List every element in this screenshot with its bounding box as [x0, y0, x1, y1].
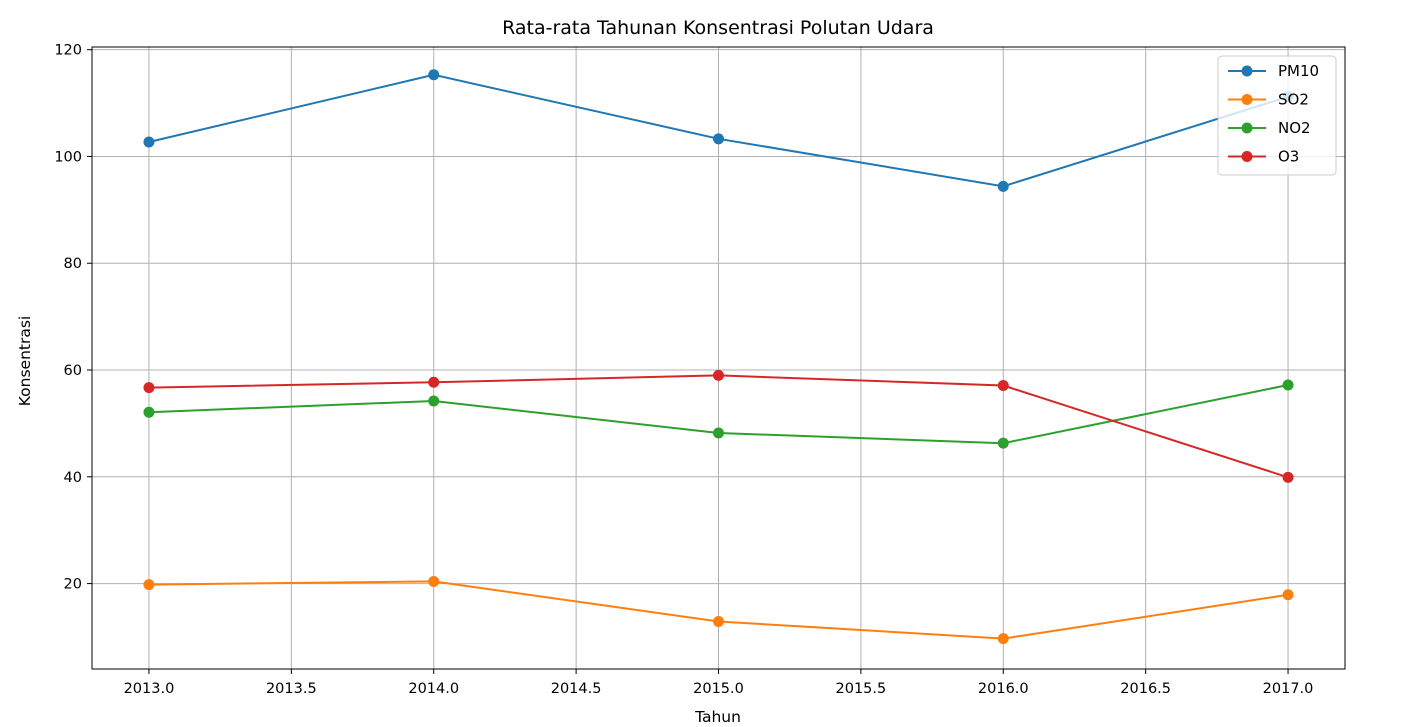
grid: [92, 47, 1345, 669]
x-tick-label: 2015.5: [836, 681, 887, 697]
data-point-no2: [713, 427, 724, 439]
x-tick-label: 2014.0: [408, 681, 459, 697]
x-tick-label: 2015.0: [693, 681, 744, 697]
legend-marker: [1241, 94, 1253, 105]
y-tick-label: 80: [64, 256, 82, 272]
x-tick-label: 2016.0: [978, 681, 1029, 697]
x-tick-label: 2014.5: [551, 681, 602, 697]
x-axis-ticks: 2013.0 2013.5 2014.0 2014.5 2015.0 2015.5 2016…: [124, 669, 1314, 697]
y-axis-ticks: 20 40 60 80 100 120: [54, 43, 92, 593]
data-point-pm10: [997, 180, 1009, 192]
x-axis-label: Tahun: [694, 708, 741, 726]
data-point-so2: [143, 579, 155, 591]
legend-label: PM10: [1278, 62, 1319, 80]
data-point-o3: [1282, 471, 1294, 483]
x-tick-label: 2013.5: [266, 681, 317, 697]
y-tick-label: 120: [54, 43, 82, 59]
data-point-so2: [713, 615, 724, 627]
series-so2: [143, 575, 1294, 645]
legend-marker: [1241, 122, 1253, 134]
data-point-o3: [713, 369, 724, 381]
x-tick-label: 2017.0: [1263, 681, 1314, 697]
chart-title: Rata-rata Tahunan Konsentrasi Polutan Ud…: [502, 17, 934, 39]
legend-box: [1217, 55, 1337, 176]
legend-item-pm10: PM10: [1228, 62, 1319, 80]
legend-label: NO2: [1278, 119, 1311, 137]
data-point-no2: [997, 437, 1009, 449]
y-tick-label: 40: [64, 470, 82, 486]
legend-marker: [1241, 65, 1253, 77]
data-point-o3: [428, 376, 440, 388]
series-no2: [143, 379, 1294, 449]
data-point-no2: [428, 395, 440, 407]
legend-marker: [1241, 151, 1253, 162]
legend-label: SO2: [1278, 91, 1309, 109]
legend-item-o3: O3: [1228, 148, 1299, 166]
data-point-pm10: [143, 136, 155, 148]
data-point-pm10: [428, 69, 440, 81]
data-point-no2: [1282, 379, 1294, 391]
x-tick-label: 2013.0: [124, 681, 175, 697]
y-tick-label: 20: [64, 577, 82, 593]
y-tick-label: 60: [64, 363, 82, 379]
legend-label: O3: [1278, 148, 1299, 166]
data-point-so2: [428, 575, 440, 587]
series-o3: [143, 369, 1294, 483]
legend-item-no2: NO2: [1228, 119, 1311, 137]
data-point-o3: [143, 382, 155, 394]
data-point-no2: [143, 406, 155, 418]
data-point-o3: [997, 379, 1009, 391]
data-point-so2: [997, 633, 1009, 645]
data-point-so2: [1282, 589, 1294, 601]
data-point-pm10: [713, 133, 724, 145]
legend: PM10 SO2 NO2 O3: [1217, 55, 1337, 176]
y-tick-label: 100: [54, 149, 82, 165]
y-axis-label: Konsentrasi: [16, 316, 34, 406]
x-tick-label: 2016.5: [1120, 681, 1171, 697]
legend-item-so2: SO2: [1228, 91, 1309, 109]
